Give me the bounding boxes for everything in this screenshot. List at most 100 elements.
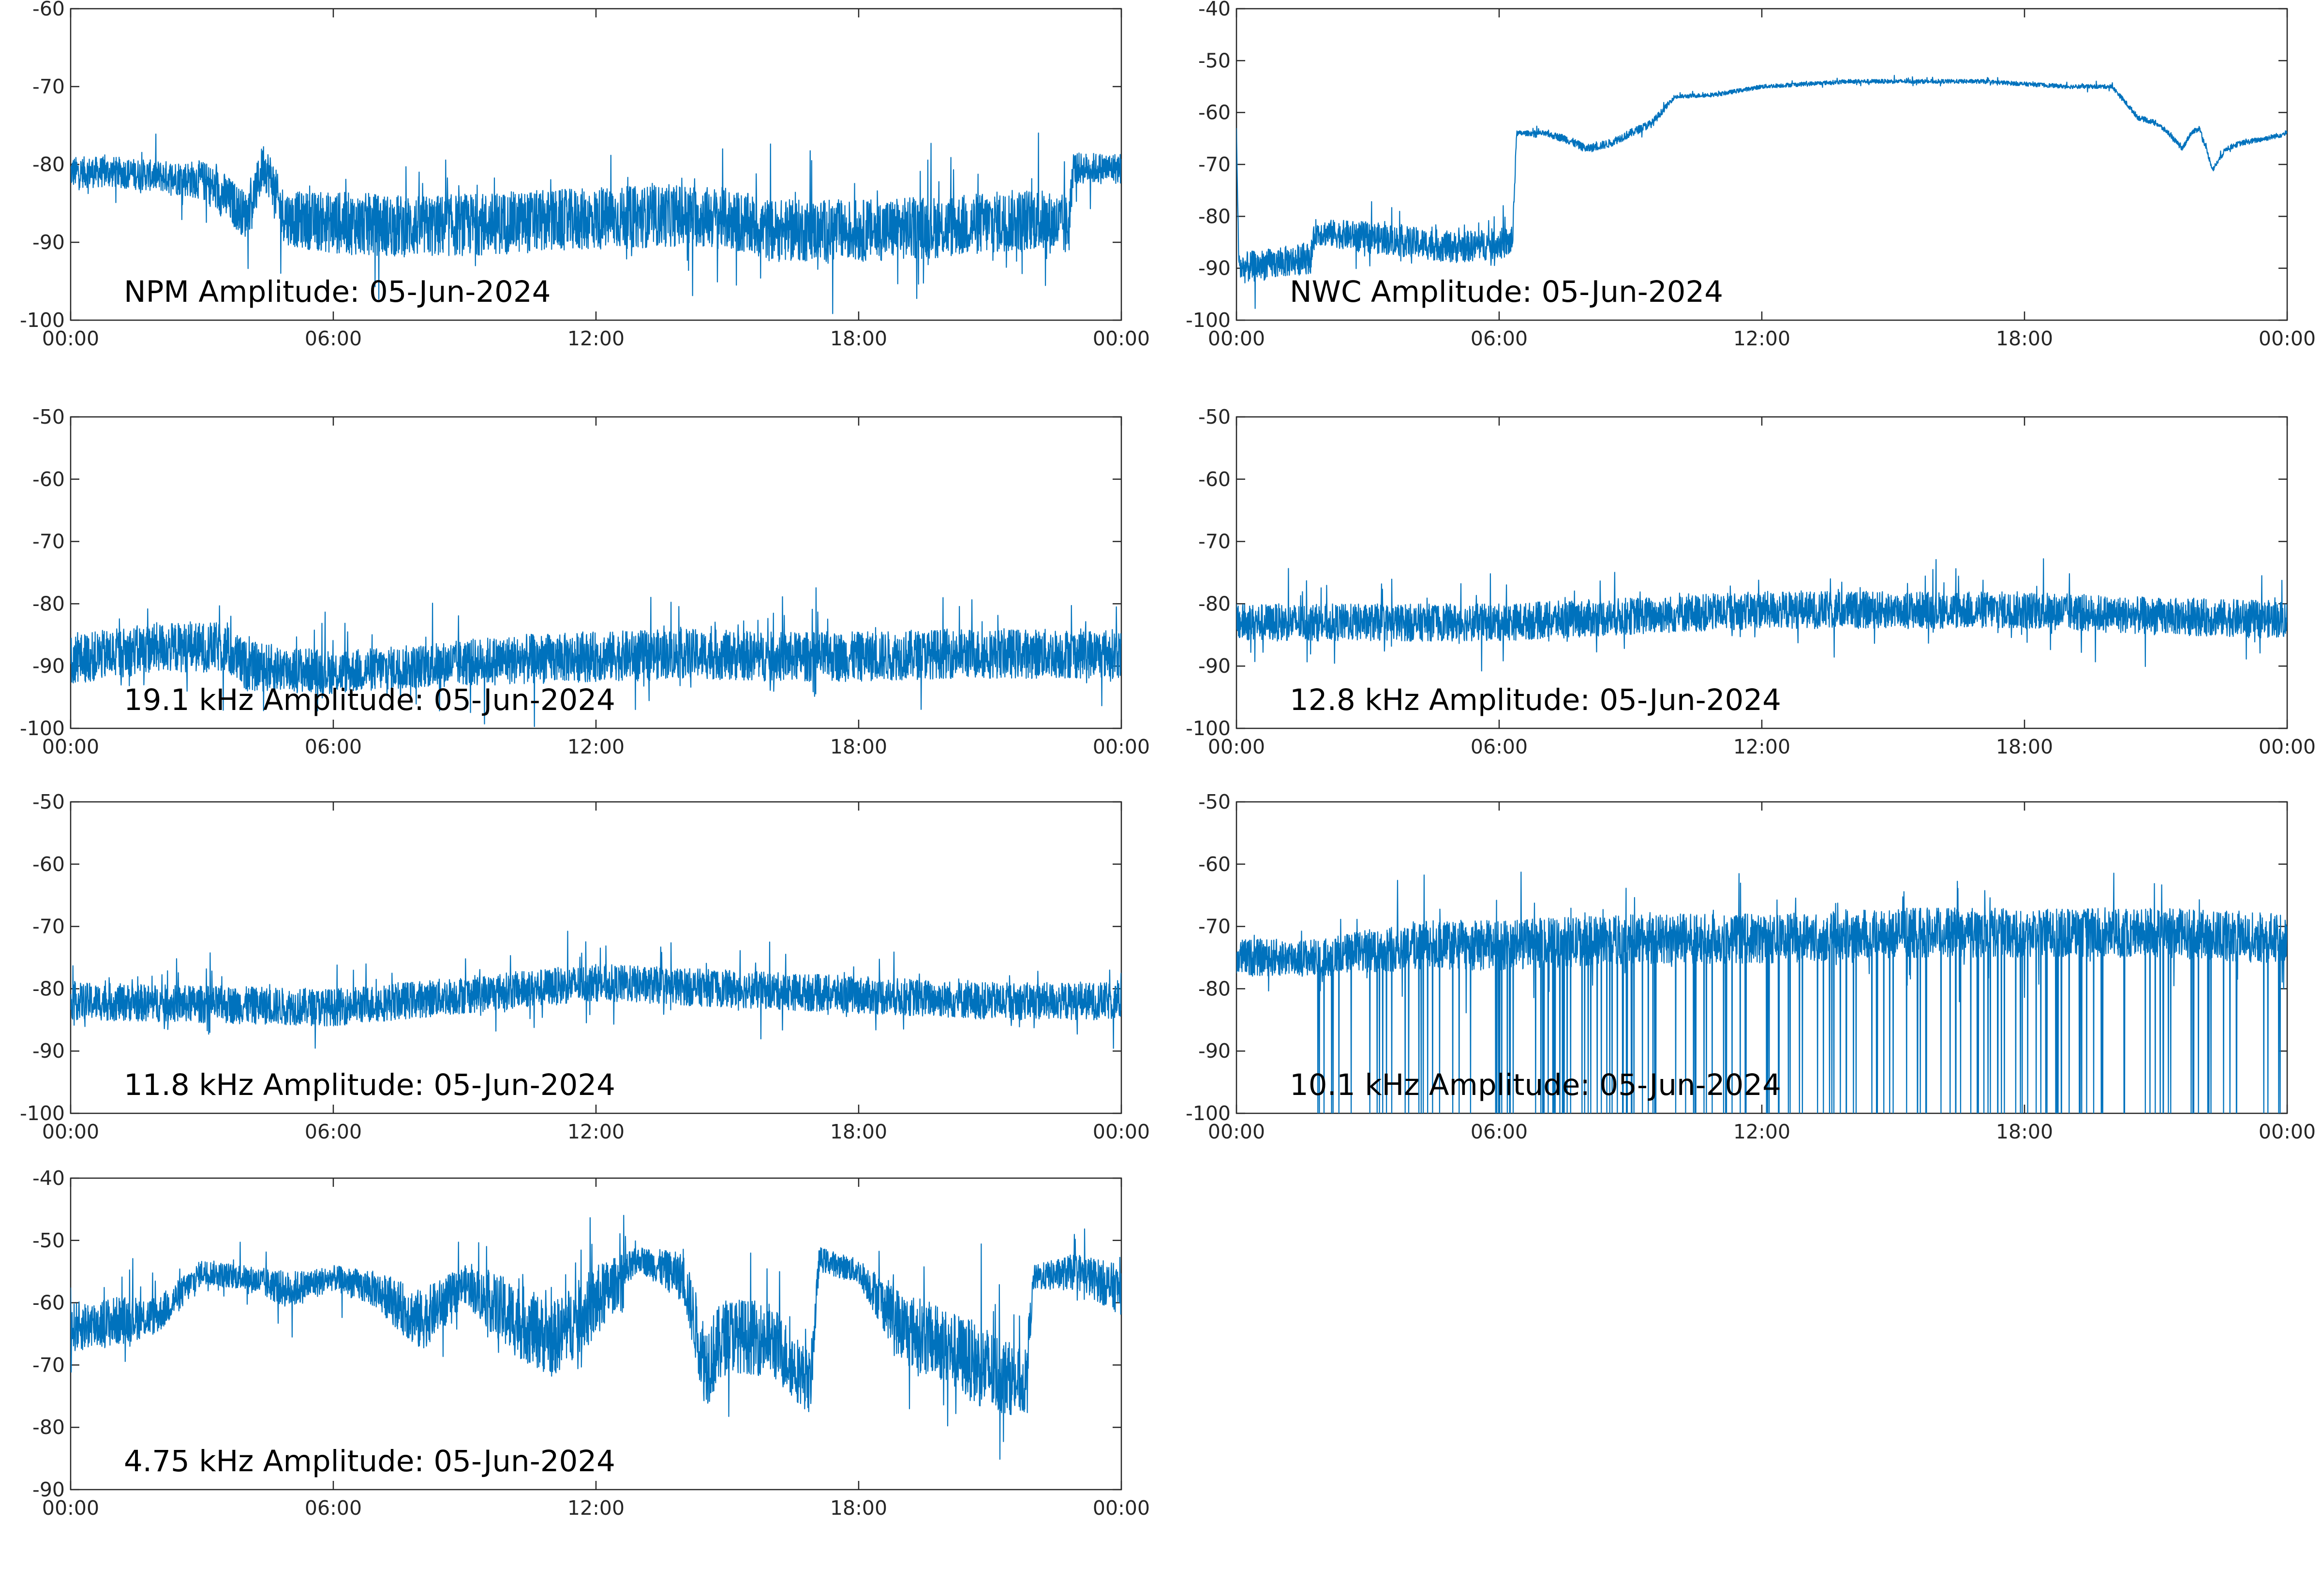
x-tick-label: 18:00 xyxy=(1996,735,2053,758)
x-tick-label: 18:00 xyxy=(830,1120,887,1143)
y-tick-label: -70 xyxy=(32,75,65,98)
x-tick-label: 06:00 xyxy=(1471,327,1528,350)
panel-title: NWC Amplitude: 05-Jun-2024 xyxy=(1290,275,1723,309)
x-tick-label: 12:00 xyxy=(567,735,625,758)
y-tick-label: -100 xyxy=(20,717,65,740)
axes-box xyxy=(1235,416,2288,729)
y-tick-label: -50 xyxy=(1198,49,1231,72)
x-tick-label: 00:00 xyxy=(42,1496,99,1520)
series-line xyxy=(71,1214,1121,1460)
x-tick-label: 18:00 xyxy=(830,1496,887,1520)
x-tick-label: 06:00 xyxy=(1471,735,1528,758)
x-tick-label: 00:00 xyxy=(1093,1496,1150,1520)
y-tick-label: -60 xyxy=(32,468,65,491)
y-tick-label: -90 xyxy=(32,654,65,678)
x-tick-label: 00:00 xyxy=(1208,1120,1265,1143)
series-line xyxy=(1236,74,2287,309)
y-tick-label: -60 xyxy=(32,1291,65,1315)
y-tick-label: -70 xyxy=(32,915,65,938)
y-tick-label: -70 xyxy=(32,530,65,553)
x-tick-label: 12:00 xyxy=(567,327,625,350)
panel-title: 19.1 kHz Amplitude: 05-Jun-2024 xyxy=(124,683,615,717)
y-tick-label: -80 xyxy=(1198,977,1231,1000)
panel-title: NPM Amplitude: 05-Jun-2024 xyxy=(124,275,551,309)
y-tick-label: -40 xyxy=(32,1167,65,1190)
panel-title: 10.1 kHz Amplitude: 05-Jun-2024 xyxy=(1290,1068,1781,1102)
x-tick-label: 18:00 xyxy=(830,327,887,350)
axes-box xyxy=(70,8,1122,321)
y-tick-label: -90 xyxy=(1198,257,1231,280)
axes-box xyxy=(70,801,1122,1114)
x-tick-label: 18:00 xyxy=(1996,1120,2053,1143)
x-tick-label: 00:00 xyxy=(1208,327,1265,350)
y-tick-label: -50 xyxy=(1198,405,1231,429)
series-line xyxy=(71,931,1121,1049)
y-tick-label: -50 xyxy=(1198,790,1231,813)
y-tick-label: -100 xyxy=(20,1102,65,1125)
x-tick-label: 12:00 xyxy=(1733,327,1790,350)
panel-title: 11.8 kHz Amplitude: 05-Jun-2024 xyxy=(124,1068,615,1102)
y-tick-label: -90 xyxy=(32,231,65,254)
x-tick-label: 06:00 xyxy=(305,327,362,350)
y-tick-label: -40 xyxy=(1198,0,1231,20)
series-line xyxy=(71,587,1121,727)
y-tick-label: -50 xyxy=(32,405,65,429)
y-tick-label: -90 xyxy=(32,1039,65,1063)
y-tick-label: -80 xyxy=(32,592,65,615)
y-tick-label: -60 xyxy=(1198,468,1231,491)
y-tick-label: -100 xyxy=(20,309,65,332)
series-line xyxy=(71,133,1121,314)
x-tick-label: 12:00 xyxy=(1733,735,1790,758)
x-tick-label: 00:00 xyxy=(1093,327,1150,350)
y-tick-label: -80 xyxy=(32,977,65,1000)
y-tick-label: -100 xyxy=(1186,309,1231,332)
y-tick-label: -80 xyxy=(1198,592,1231,615)
axes-box xyxy=(1235,8,2288,321)
x-tick-label: 06:00 xyxy=(305,1120,362,1143)
y-tick-label: -60 xyxy=(1198,101,1231,124)
x-tick-label: 12:00 xyxy=(1733,1120,1790,1143)
y-tick-label: -50 xyxy=(32,1229,65,1252)
x-tick-label: 06:00 xyxy=(305,1496,362,1520)
x-tick-label: 00:00 xyxy=(2259,1120,2316,1143)
x-tick-label: 00:00 xyxy=(1093,1120,1150,1143)
series-line xyxy=(1236,872,2287,1113)
x-tick-label: 12:00 xyxy=(567,1120,625,1143)
x-tick-label: 06:00 xyxy=(1471,1120,1528,1143)
x-tick-label: 00:00 xyxy=(42,735,99,758)
y-tick-label: -100 xyxy=(1186,717,1231,740)
x-tick-label: 00:00 xyxy=(42,327,99,350)
y-tick-label: -50 xyxy=(32,790,65,813)
x-tick-label: 00:00 xyxy=(1208,735,1265,758)
x-tick-label: 12:00 xyxy=(567,1496,625,1520)
x-tick-label: 18:00 xyxy=(1996,327,2053,350)
x-tick-label: 18:00 xyxy=(830,735,887,758)
series-line xyxy=(1236,558,2287,672)
y-tick-label: -80 xyxy=(1198,205,1231,228)
y-tick-label: -80 xyxy=(32,1416,65,1439)
y-tick-label: -90 xyxy=(32,1478,65,1501)
y-tick-label: -90 xyxy=(1198,654,1231,678)
y-tick-label: -70 xyxy=(1198,153,1231,176)
y-tick-label: -80 xyxy=(32,153,65,176)
y-tick-label: -60 xyxy=(1198,853,1231,876)
y-tick-label: -70 xyxy=(32,1353,65,1376)
x-tick-label: 00:00 xyxy=(1093,735,1150,758)
panel-title: 4.75 kHz Amplitude: 05-Jun-2024 xyxy=(124,1444,615,1478)
y-tick-label: -60 xyxy=(32,0,65,20)
x-tick-label: 00:00 xyxy=(2259,327,2316,350)
y-tick-label: -90 xyxy=(1198,1039,1231,1063)
x-tick-label: 00:00 xyxy=(42,1120,99,1143)
panel-title: 12.8 kHz Amplitude: 05-Jun-2024 xyxy=(1290,683,1781,717)
y-tick-label: -70 xyxy=(1198,915,1231,938)
y-tick-label: -100 xyxy=(1186,1102,1231,1125)
x-tick-label: 06:00 xyxy=(305,735,362,758)
